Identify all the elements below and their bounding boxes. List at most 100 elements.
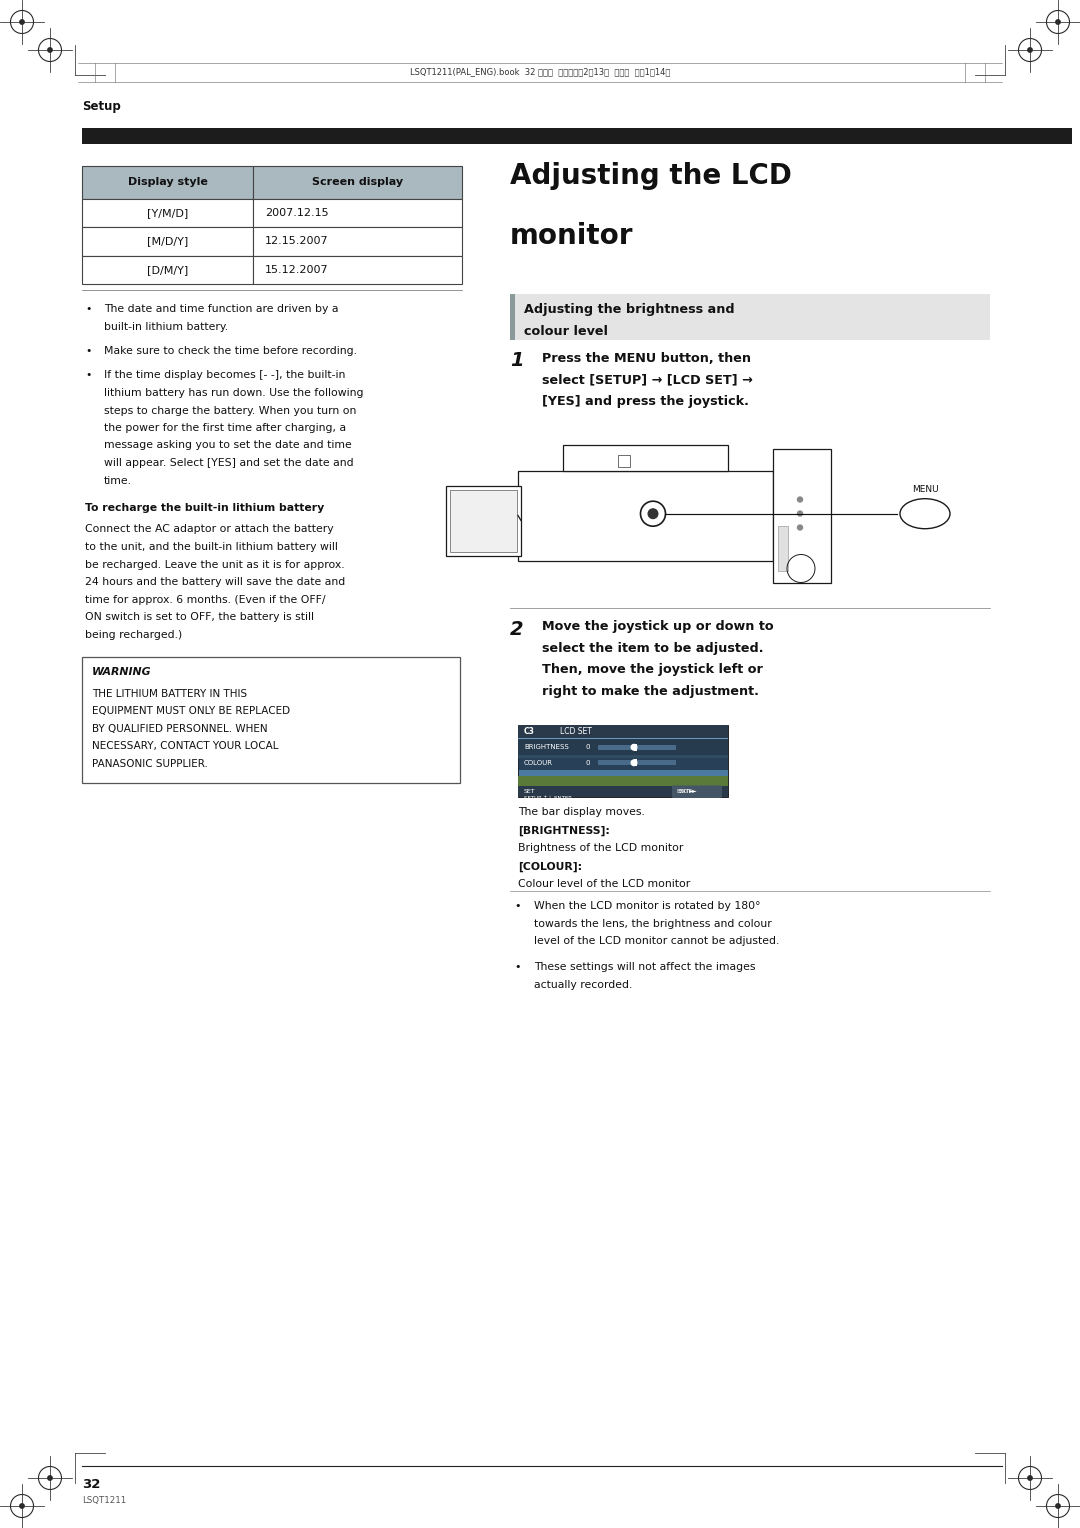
Bar xyxy=(634,759,636,766)
Bar xyxy=(518,755,728,770)
Bar xyxy=(518,726,728,738)
Text: Make sure to check the time before recording.: Make sure to check the time before recor… xyxy=(104,345,357,356)
Ellipse shape xyxy=(900,498,950,529)
Bar xyxy=(510,293,990,339)
Text: 12.15.2007: 12.15.2007 xyxy=(265,237,328,246)
Bar xyxy=(82,128,1072,144)
FancyBboxPatch shape xyxy=(446,486,521,556)
Text: MENU: MENU xyxy=(912,484,939,494)
Text: 32: 32 xyxy=(82,1478,100,1491)
Circle shape xyxy=(1028,47,1032,52)
Text: 0: 0 xyxy=(585,759,590,766)
Bar xyxy=(82,199,253,228)
Text: built-in lithium battery.: built-in lithium battery. xyxy=(104,321,228,332)
Text: WARNING: WARNING xyxy=(92,668,151,677)
Bar xyxy=(598,744,676,750)
Text: ON switch is set to OFF, the battery is still: ON switch is set to OFF, the battery is … xyxy=(85,613,314,622)
Bar xyxy=(518,740,728,755)
Bar xyxy=(450,489,517,552)
Text: •: • xyxy=(85,345,92,356)
Text: •: • xyxy=(85,304,92,313)
Text: 2: 2 xyxy=(510,620,524,640)
Text: time.: time. xyxy=(104,475,132,486)
Text: [BRIGHTNESS]:: [BRIGHTNESS]: xyxy=(518,827,610,836)
Bar xyxy=(253,165,462,199)
Text: LSQT1211: LSQT1211 xyxy=(82,1496,126,1505)
Circle shape xyxy=(648,509,658,518)
Bar xyxy=(598,761,676,766)
Bar xyxy=(634,744,636,750)
Text: LCD SET: LCD SET xyxy=(561,727,592,736)
Bar xyxy=(82,255,253,284)
Bar xyxy=(82,228,253,255)
Text: monitor: monitor xyxy=(510,222,634,249)
Text: level of the LCD monitor cannot be adjusted.: level of the LCD monitor cannot be adjus… xyxy=(534,937,780,946)
Text: 1: 1 xyxy=(510,351,524,370)
Text: select [SETUP] → [LCD SET] →: select [SETUP] → [LCD SET] → xyxy=(542,373,753,387)
Text: THE LITHIUM BATTERY IN THIS: THE LITHIUM BATTERY IN THIS xyxy=(92,689,247,698)
Text: the power for the first time after charging, a: the power for the first time after charg… xyxy=(104,423,346,432)
Text: The date and time function are driven by a: The date and time function are driven by… xyxy=(104,304,338,313)
Circle shape xyxy=(48,1476,52,1481)
Text: LSQT1211(PAL_ENG).book  32 ページ  ２００７年2月13日  火曜日  午後1時14分: LSQT1211(PAL_ENG).book 32 ページ ２００７年2月13日… xyxy=(409,67,671,76)
Text: PANASONIC SUPPLIER.: PANASONIC SUPPLIER. xyxy=(92,758,207,769)
Bar xyxy=(563,445,728,471)
Bar xyxy=(518,726,728,798)
Bar xyxy=(518,726,728,758)
Text: EXIT►: EXIT► xyxy=(676,790,693,795)
Bar xyxy=(253,199,462,228)
Bar xyxy=(518,785,728,798)
Text: Adjusting the brightness and: Adjusting the brightness and xyxy=(524,304,734,316)
Text: 15.12.2007: 15.12.2007 xyxy=(265,264,328,275)
Text: [COLOUR]:: [COLOUR]: xyxy=(518,862,582,872)
Text: Adjusting the LCD: Adjusting the LCD xyxy=(510,162,792,189)
Text: COLOUR: COLOUR xyxy=(524,759,553,766)
Circle shape xyxy=(48,47,52,52)
Text: steps to charge the battery. When you turn on: steps to charge the battery. When you tu… xyxy=(104,405,356,416)
Text: actually recorded.: actually recorded. xyxy=(534,979,633,990)
Circle shape xyxy=(1028,1476,1032,1481)
Text: •: • xyxy=(85,370,92,380)
Text: Setup: Setup xyxy=(82,99,121,113)
Text: When the LCD monitor is rotated by 180°: When the LCD monitor is rotated by 180° xyxy=(534,902,760,912)
Text: to the unit, and the built-in lithium battery will: to the unit, and the built-in lithium ba… xyxy=(85,542,338,552)
Text: BRIGHTNESS: BRIGHTNESS xyxy=(524,744,569,750)
Text: EQUIPMENT MUST ONLY BE REPLACED: EQUIPMENT MUST ONLY BE REPLACED xyxy=(92,706,291,717)
Text: [D/M/Y]: [D/M/Y] xyxy=(147,264,188,275)
Text: SET: SET xyxy=(524,790,536,795)
Text: message asking you to set the date and time: message asking you to set the date and t… xyxy=(104,440,352,451)
Text: time for approx. 6 months. (Even if the OFF/: time for approx. 6 months. (Even if the … xyxy=(85,594,325,605)
Text: EXIT►: EXIT► xyxy=(678,790,697,795)
Text: Then, move the joystick left or: Then, move the joystick left or xyxy=(542,663,762,677)
Circle shape xyxy=(797,497,802,503)
Text: Brightness of the LCD monitor: Brightness of the LCD monitor xyxy=(518,843,684,854)
Text: be recharged. Leave the unit as it is for approx.: be recharged. Leave the unit as it is fo… xyxy=(85,559,345,570)
Bar xyxy=(253,255,462,284)
Text: These settings will not affect the images: These settings will not affect the image… xyxy=(534,963,756,972)
Bar xyxy=(778,526,788,570)
Bar xyxy=(82,165,253,199)
Bar xyxy=(82,128,990,144)
Text: The bar display moves.: The bar display moves. xyxy=(518,807,645,817)
Text: being recharged.): being recharged.) xyxy=(85,630,183,640)
Text: C3: C3 xyxy=(524,727,535,736)
Text: Move the joystick up or down to: Move the joystick up or down to xyxy=(542,620,773,634)
Text: BY QUALIFIED PERSONNEL. WHEN: BY QUALIFIED PERSONNEL. WHEN xyxy=(92,723,268,733)
Text: Colour level of the LCD monitor: Colour level of the LCD monitor xyxy=(518,880,690,889)
Text: •: • xyxy=(514,963,521,972)
Text: lithium battery has run down. Use the following: lithium battery has run down. Use the fo… xyxy=(104,388,364,397)
Text: [YES] and press the joystick.: [YES] and press the joystick. xyxy=(542,394,748,408)
Text: Press the MENU button, then: Press the MENU button, then xyxy=(542,351,751,365)
Text: towards the lens, the brightness and colour: towards the lens, the brightness and col… xyxy=(534,918,772,929)
Text: Display style: Display style xyxy=(127,177,207,186)
Text: select the item to be adjusted.: select the item to be adjusted. xyxy=(542,642,764,656)
Circle shape xyxy=(797,526,802,530)
Circle shape xyxy=(19,1504,24,1508)
Circle shape xyxy=(19,20,24,24)
Text: [Y/M/D]: [Y/M/D] xyxy=(147,208,188,219)
FancyBboxPatch shape xyxy=(672,785,723,798)
Circle shape xyxy=(1056,20,1061,24)
Text: To recharge the built-in lithium battery: To recharge the built-in lithium battery xyxy=(85,503,324,513)
Circle shape xyxy=(631,759,637,766)
Text: [M/D/Y]: [M/D/Y] xyxy=(147,237,188,246)
